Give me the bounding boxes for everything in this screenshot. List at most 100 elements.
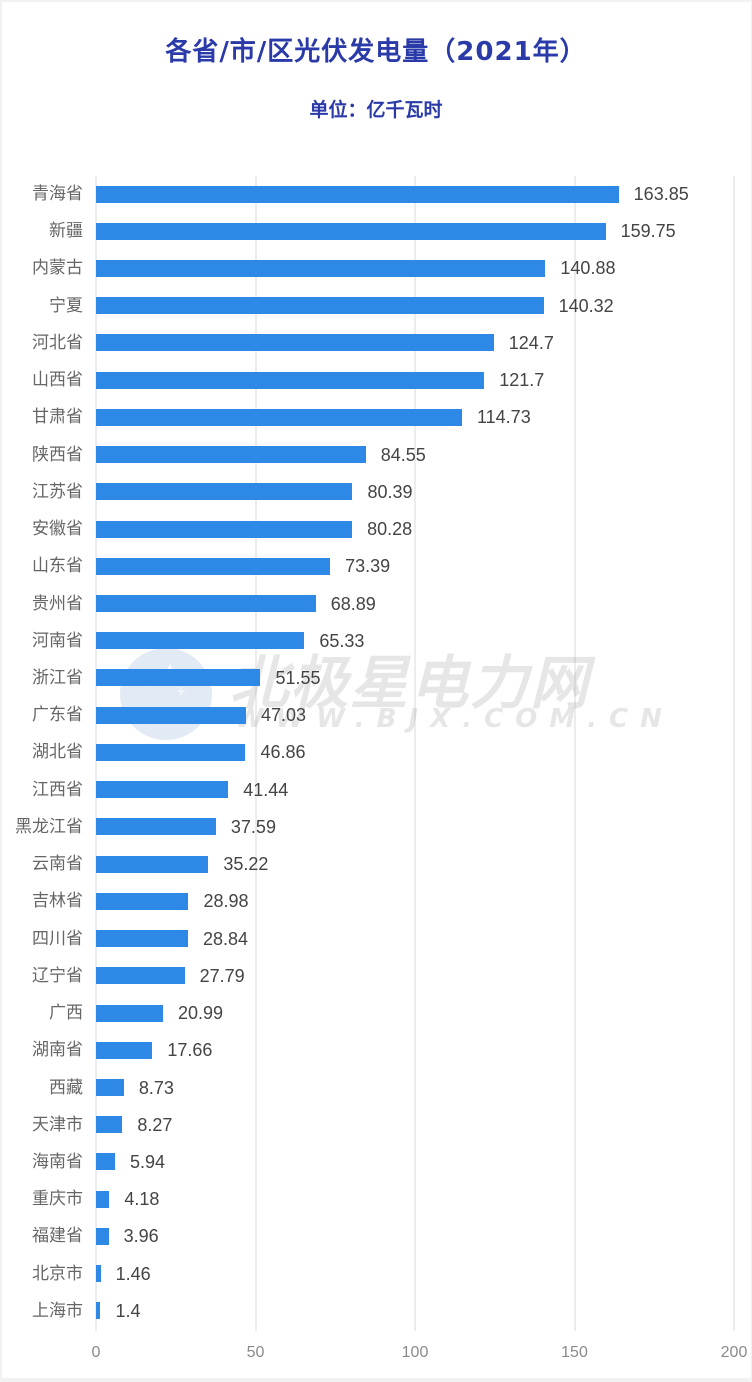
- category-label: 湖北省: [32, 742, 83, 763]
- category-label: 甘肃省: [32, 407, 83, 428]
- bar[interactable]: [96, 930, 188, 948]
- value-label: 1.4: [115, 1300, 141, 1321]
- category-label: 浙江省: [32, 667, 83, 688]
- value-label: 140.88: [560, 258, 616, 279]
- value-label: 17.66: [167, 1040, 213, 1061]
- value-label: 8.73: [138, 1077, 174, 1098]
- category-label: 海南省: [32, 1151, 83, 1172]
- bar[interactable]: [96, 1041, 153, 1059]
- value-label: 80.28: [367, 519, 413, 540]
- value-label: 114.73: [476, 407, 531, 428]
- value-label: 35.22: [223, 854, 269, 875]
- category-label: 天津市: [32, 1114, 83, 1135]
- bar[interactable]: [96, 557, 331, 575]
- bar[interactable]: [96, 632, 305, 650]
- value-label: 41.44: [243, 779, 289, 800]
- x-tick-label: 150: [561, 1344, 588, 1361]
- bar[interactable]: [96, 1227, 109, 1245]
- bar[interactable]: [96, 446, 366, 464]
- value-label: 159.75: [620, 221, 676, 242]
- category-label: 安徽省: [32, 519, 83, 540]
- x-tick-label: 200: [720, 1344, 748, 1361]
- bar[interactable]: [96, 595, 316, 613]
- value-label: 27.79: [199, 965, 245, 986]
- chart-subtitle: 单位：亿千瓦时: [309, 99, 443, 121]
- bar[interactable]: [96, 520, 353, 538]
- x-tick-label: 50: [246, 1344, 265, 1361]
- category-label: 辽宁省: [32, 965, 83, 986]
- category-label: 宁夏: [49, 295, 83, 316]
- value-label: 1.46: [115, 1263, 151, 1284]
- category-label: 吉林省: [32, 891, 83, 912]
- bar[interactable]: [96, 408, 462, 426]
- gridline: [573, 176, 576, 1331]
- value-label: 80.39: [367, 481, 413, 502]
- bar[interactable]: [96, 259, 546, 277]
- category-label: 江西省: [32, 779, 83, 800]
- bar[interactable]: [96, 185, 619, 203]
- x-tick-label: 0: [91, 1344, 101, 1361]
- value-label: 47.03: [261, 705, 307, 726]
- category-label: 山西省: [32, 370, 83, 391]
- category-label: 内蒙古: [32, 258, 83, 279]
- chart-title: 各省/市/区光伏发电量（2021年）: [165, 37, 587, 67]
- gridline: [254, 176, 257, 1331]
- category-label: 福建省: [32, 1226, 83, 1247]
- value-label: 46.86: [260, 742, 306, 763]
- x-tick-label: 100: [401, 1344, 429, 1361]
- value-label: 51.55: [275, 667, 321, 688]
- bar[interactable]: [96, 1116, 123, 1134]
- value-label: 4.18: [124, 1189, 160, 1210]
- bar[interactable]: [96, 222, 606, 240]
- gridline: [414, 176, 416, 1331]
- category-label: 河北省: [32, 332, 83, 353]
- value-label: 163.85: [633, 184, 689, 204]
- value-label: 3.96: [123, 1226, 159, 1247]
- bar[interactable]: [96, 706, 247, 724]
- gridline: [733, 176, 735, 1331]
- bar[interactable]: [96, 1190, 110, 1208]
- category-label: 云南省: [32, 854, 83, 875]
- category-label: 黑龙江省: [15, 816, 83, 837]
- category-label: 贵州省: [32, 593, 83, 614]
- value-label: 68.89: [330, 593, 376, 614]
- bar[interactable]: [96, 855, 209, 873]
- bar[interactable]: [96, 781, 229, 799]
- bar[interactable]: [96, 1265, 101, 1283]
- bar[interactable]: [96, 1079, 124, 1097]
- category-label: 青海省: [32, 184, 83, 204]
- bar[interactable]: [96, 743, 246, 761]
- bar[interactable]: [96, 892, 189, 910]
- bar[interactable]: [96, 1153, 115, 1171]
- category-label: 北京市: [32, 1263, 83, 1284]
- value-label: 20.99: [177, 1003, 223, 1024]
- value-label: 73.39: [345, 556, 391, 577]
- bar[interactable]: [96, 371, 485, 389]
- category-label: 西藏: [49, 1077, 83, 1098]
- bar[interactable]: [96, 669, 261, 687]
- category-label: 广西: [49, 1003, 83, 1024]
- bar[interactable]: [96, 334, 494, 352]
- category-label: 广东省: [32, 705, 83, 726]
- bar[interactable]: [96, 1302, 101, 1320]
- category-label: 陕西省: [32, 444, 83, 465]
- bar[interactable]: [96, 297, 544, 315]
- value-label: 65.33: [319, 630, 365, 651]
- bar[interactable]: [96, 1004, 163, 1022]
- value-label: 5.94: [129, 1151, 165, 1172]
- bar[interactable]: [96, 818, 216, 836]
- category-label: 四川省: [32, 928, 83, 949]
- category-label: 河南省: [32, 630, 83, 651]
- value-label: 84.55: [380, 444, 426, 465]
- bar[interactable]: [96, 483, 353, 501]
- category-label: 新疆: [49, 221, 83, 242]
- value-label: 28.98: [203, 891, 249, 912]
- value-label: 8.27: [137, 1114, 173, 1135]
- category-label: 湖南省: [32, 1040, 83, 1061]
- category-label: 重庆市: [32, 1189, 83, 1210]
- bar[interactable]: [96, 967, 185, 985]
- value-label: 124.7: [508, 332, 554, 353]
- category-label: 江苏省: [32, 481, 83, 502]
- category-label: 上海市: [32, 1300, 83, 1321]
